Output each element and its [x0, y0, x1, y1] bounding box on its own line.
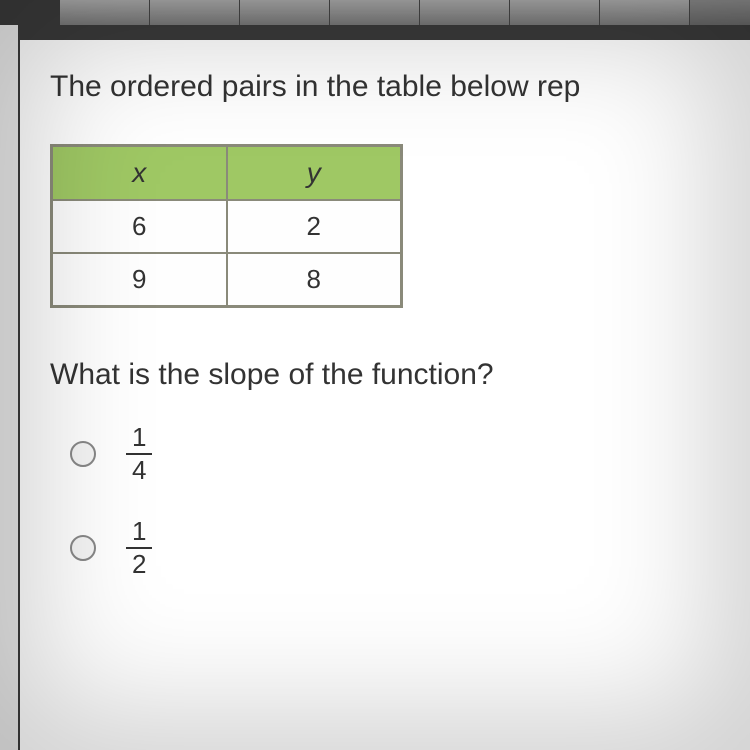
table-header-y: y [227, 146, 402, 201]
fraction-numerator: 1 [126, 422, 152, 453]
tab-segment [510, 0, 600, 25]
sub-question-text: What is the slope of the function? [50, 358, 750, 392]
radio-icon[interactable] [70, 535, 96, 561]
question-intro-text: The ordered pairs in the table below rep [50, 70, 750, 104]
tab-segment [600, 0, 690, 25]
table-cell-x: 6 [52, 200, 227, 253]
answer-option-1[interactable]: 1 4 [50, 422, 750, 486]
tab-segment [240, 0, 330, 25]
fraction-display: 1 2 [126, 516, 152, 580]
table-header-x: x [52, 146, 227, 201]
left-margin-strip [0, 25, 18, 750]
ordered-pairs-table: x y 6 2 9 8 [50, 144, 403, 308]
question-content: The ordered pairs in the table below rep… [20, 40, 750, 750]
fraction-numerator: 1 [126, 516, 152, 547]
answer-option-2[interactable]: 1 2 [50, 516, 750, 580]
table-cell-y: 8 [227, 253, 402, 307]
table-header-row: x y [52, 146, 402, 201]
fraction-denominator: 4 [126, 453, 152, 486]
table-cell-x: 9 [52, 253, 227, 307]
browser-tabs-partial [60, 0, 750, 25]
tab-segment [330, 0, 420, 25]
tab-segment [60, 0, 150, 25]
fraction-denominator: 2 [126, 547, 152, 580]
table-row: 9 8 [52, 253, 402, 307]
table-row: 6 2 [52, 200, 402, 253]
tab-segment [420, 0, 510, 25]
fraction-display: 1 4 [126, 422, 152, 486]
tab-segment [150, 0, 240, 25]
table-cell-y: 2 [227, 200, 402, 253]
screenshot-frame: The ordered pairs in the table below rep… [0, 0, 750, 750]
radio-icon[interactable] [70, 441, 96, 467]
